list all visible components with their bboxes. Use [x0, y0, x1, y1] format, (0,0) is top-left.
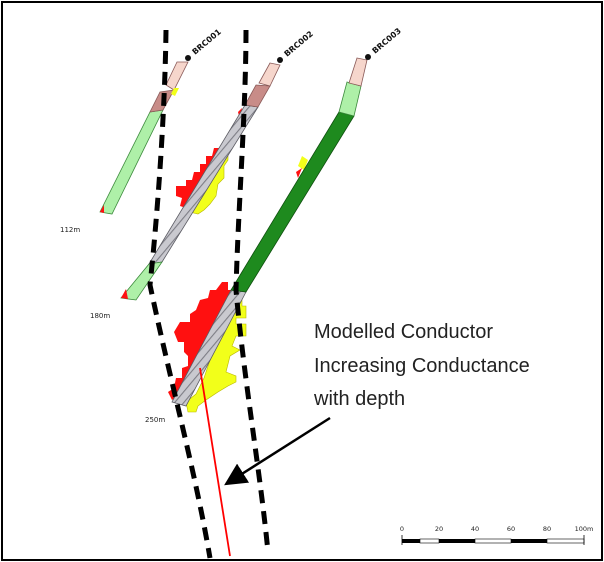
brc002-trace-green — [120, 261, 163, 301]
brc003-em-red-lower — [168, 282, 236, 400]
scale-segment-1 — [402, 539, 420, 543]
scale-segment-5 — [511, 539, 547, 543]
brc001-collar-pink — [165, 61, 189, 91]
scale-tick-label-0: 0 — [400, 525, 404, 533]
annotation-line-3: with depth — [313, 388, 405, 410]
annotation-line-2: Increasing Conductance — [314, 355, 530, 377]
scale-tick-label-60: 60 — [507, 525, 515, 533]
brc002-em-red-bottom — [121, 289, 128, 299]
brc003-collar-dot — [365, 54, 371, 60]
scale-segment-2 — [419, 538, 440, 544]
brc001-collar-yellow — [171, 88, 179, 96]
brc002-label: BRC002 — [283, 29, 315, 58]
brc003-collar-pink — [348, 57, 368, 87]
scale-tick-label-40: 40 — [471, 525, 479, 533]
annotation-arrow — [224, 416, 331, 486]
brc001-em-red-edge — [100, 205, 104, 213]
scale-segment-6 — [546, 538, 585, 544]
conductor-boundary-left — [147, 29, 213, 559]
modelled-conductor-trace — [199, 367, 231, 557]
brc003-collar-green — [338, 81, 362, 117]
brc002-collar-dot — [277, 57, 283, 63]
brc001-trace-green — [99, 109, 164, 215]
scale-tick-label-20: 20 — [435, 525, 443, 533]
scale-bar: 0 20 40 60 80 100m — [400, 525, 593, 545]
brc002-collar-brown — [244, 84, 271, 108]
annotation-line-1: Modelled Conductor — [314, 321, 493, 343]
brc003-trace-dark-green — [230, 111, 355, 293]
depth-label-180m: 180m — [90, 312, 110, 320]
brc001-collar-dot — [185, 55, 191, 61]
brc003-label: BRC003 — [371, 26, 403, 55]
scale-segment-4 — [474, 538, 512, 544]
conductor-boundary-right — [233, 29, 271, 553]
brc002-collar-pink — [258, 62, 281, 87]
depth-label-112m: 112m — [60, 226, 80, 234]
brc003-em-yellow-upper — [298, 156, 308, 170]
scale-tick-label-80: 80 — [543, 525, 551, 533]
scale-segment-3 — [439, 539, 475, 543]
brc003-em-red-upper — [296, 168, 302, 178]
scale-tick-label-100m: 100m — [575, 525, 594, 533]
drillhole-brc003: BRC003 250m — [145, 26, 403, 424]
depth-label-250m: 250m — [145, 416, 165, 424]
brc001-label: BRC001 — [191, 27, 224, 57]
